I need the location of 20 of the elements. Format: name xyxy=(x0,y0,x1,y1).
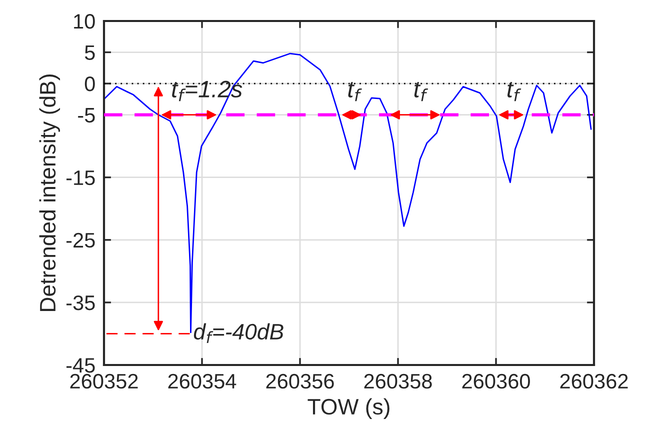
y-tick-label: 0 xyxy=(84,76,95,92)
x-tick-label: 260356 xyxy=(266,374,334,389)
y-tick-label: 5 xyxy=(84,45,95,60)
y-tick-label: 10 xyxy=(74,14,95,29)
y-tick-label: -35 xyxy=(66,295,95,310)
annotation: d$_{f}$=-40dB xyxy=(194,323,284,343)
x-tick-label: 260352 xyxy=(70,374,138,389)
x-tick-label: 260360 xyxy=(462,374,530,389)
y-tick-label: -5 xyxy=(78,108,95,123)
x-axis-title: TOW (s) xyxy=(308,398,390,420)
y-tick-label: -25 xyxy=(66,232,95,248)
y-tick-label: -15 xyxy=(66,170,95,186)
x-tick-label: 260362 xyxy=(560,374,628,389)
x-tick-label: 260358 xyxy=(364,374,432,389)
x-tick-label: 260354 xyxy=(168,374,236,389)
annotation: t$_{f}$ xyxy=(507,82,522,102)
annotation: t$_{f}$ xyxy=(348,82,362,102)
annotation: t$_{f}$ xyxy=(414,82,428,102)
y-axis-title: Detrended intensity (dB) xyxy=(39,74,60,311)
y-tick-label: -45 xyxy=(66,358,95,373)
